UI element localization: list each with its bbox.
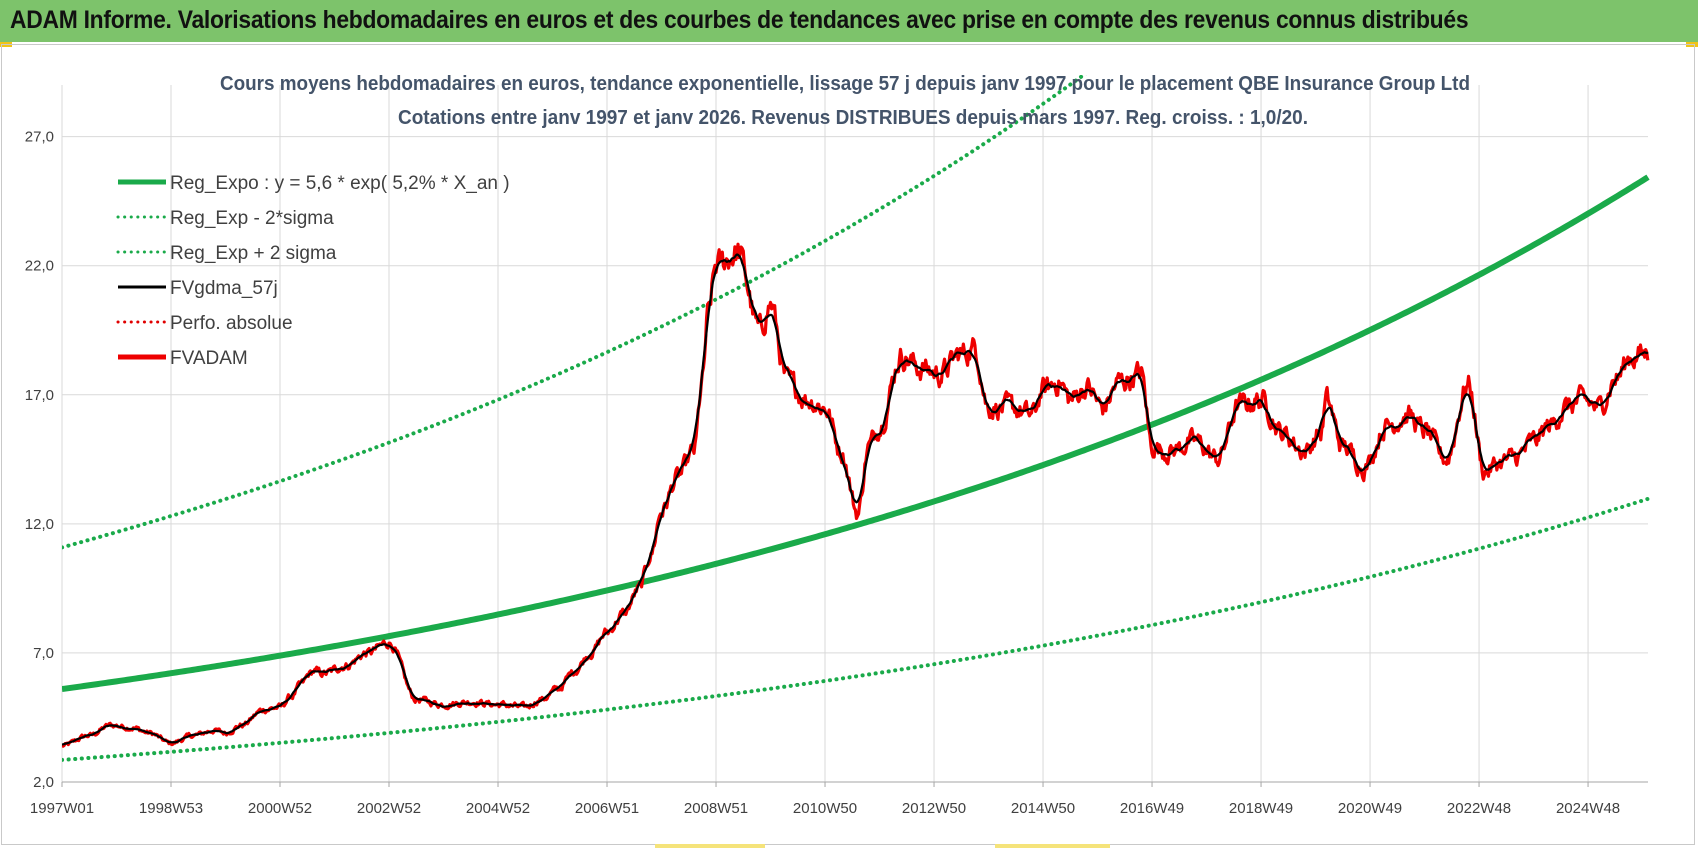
x-tick-label: 2024W48 (1556, 800, 1620, 817)
chart-title-line1: Cours moyens hebdomadaires en euros, ten… (220, 73, 1470, 95)
y-tick-label: 12,0 (25, 516, 54, 533)
y-tick-label: 2,0 (33, 774, 54, 791)
chart-series (62, 75, 1650, 762)
reg-exp-minus-2sigma-line (62, 496, 1650, 762)
x-tick-label: 2010W50 (793, 800, 857, 817)
x-tick-label: 1997W01 (30, 800, 94, 817)
y-tick-label: 7,0 (33, 645, 54, 662)
legend-label: Reg_Exp - 2*sigma (170, 208, 334, 229)
x-tick-label: 2020W49 (1338, 800, 1402, 817)
x-tick-label: 2000W52 (248, 800, 312, 817)
reg-expo-line (62, 174, 1650, 693)
y-tick-label: 22,0 (25, 258, 54, 275)
legend-label: Reg_Expo : y = 5,6 * exp( 5,2% * X_an ) (170, 173, 510, 194)
y-tick-label: 27,0 (25, 129, 54, 146)
x-tick-label: 1998W53 (139, 800, 203, 817)
x-tick-label: 2012W50 (902, 800, 966, 817)
sheet-tab-marker (995, 844, 1110, 848)
legend-label: Reg_Exp + 2 sigma (170, 243, 337, 264)
chart-title-line2: Cotations entre janv 1997 et janv 2026. … (398, 107, 1308, 129)
x-tick-label: 2018W49 (1229, 800, 1293, 817)
sheet-tab-marker (655, 844, 765, 848)
x-tick-label: 2004W52 (466, 800, 530, 817)
chart-legend: Reg_Expo : y = 5,6 * exp( 5,2% * X_an ) R… (116, 173, 510, 369)
fvadam-line (62, 242, 1650, 748)
chart-axes: 2,0 7,0 12,0 17,0 22,0 27,0 1997W01 1998W53 2000… (25, 129, 1648, 817)
x-tick-label: 2014W50 (1011, 800, 1075, 817)
page-title: ADAM Informe. Valorisations hebdomadaire… (10, 6, 1469, 34)
fvgdma-57j-line (62, 253, 1649, 746)
legend-label: FVADAM (170, 348, 248, 369)
legend-label: Perfo. absolue (170, 313, 293, 334)
x-tick-label: 2016W49 (1120, 800, 1184, 817)
x-tick-label: 2022W48 (1447, 800, 1511, 817)
header-bar: ADAM Informe. Valorisations hebdomadaire… (0, 0, 1698, 42)
x-tick-label: 2008W51 (684, 800, 748, 817)
x-tick-label: 2006W51 (575, 800, 639, 817)
x-tick-label: 2002W52 (357, 800, 421, 817)
reg-exp-plus-2sigma-line (62, 75, 1088, 550)
legend-label: FVgdma_57j (170, 278, 278, 299)
chart-frame (1, 44, 1695, 845)
y-tick-label: 17,0 (25, 387, 54, 404)
